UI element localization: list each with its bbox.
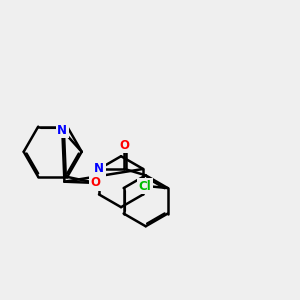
Text: O: O — [119, 139, 130, 152]
Text: N: N — [57, 124, 67, 137]
Text: Cl: Cl — [138, 180, 151, 193]
Text: N: N — [94, 163, 104, 176]
Text: O: O — [91, 176, 100, 189]
